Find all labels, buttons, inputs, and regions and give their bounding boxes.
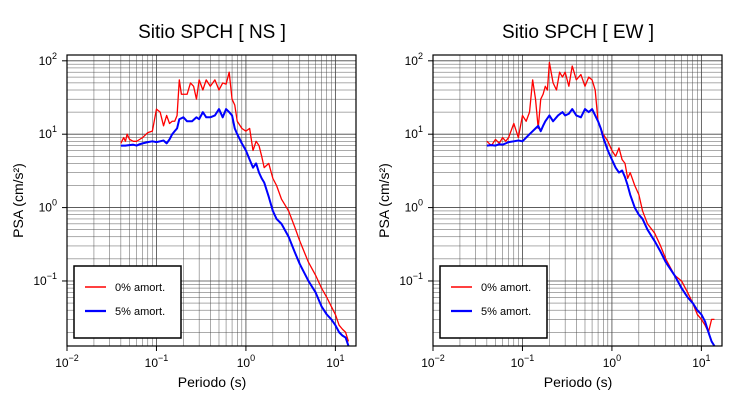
x-tick-base: 10 xyxy=(421,356,435,370)
x-tick-label: 10−1 xyxy=(145,353,169,370)
x-tick-label: 101 xyxy=(326,353,344,370)
y-tick-label: 101 xyxy=(405,124,423,141)
y-tick-exp: 1 xyxy=(418,124,423,134)
x-tick-base: 10 xyxy=(326,356,340,370)
x-tick-label: 101 xyxy=(692,353,710,370)
y-axis-label: PSA (cm/s²) xyxy=(10,163,26,238)
x-tick-label: 10−1 xyxy=(511,353,535,370)
x-axis-label: Periodo (s) xyxy=(178,374,246,390)
y-tick-exp: −1 xyxy=(413,271,423,281)
legend-label: 5% amort. xyxy=(481,306,531,318)
x-tick-exp: 1 xyxy=(340,353,345,363)
y-tick-base: 10 xyxy=(39,54,53,68)
y-tick-label: 10−1 xyxy=(399,271,423,288)
legend: 0% amort. 5% amort. xyxy=(73,265,182,339)
y-tick-exp: −1 xyxy=(47,271,57,281)
legend: 0% amort. 5% amort. xyxy=(439,265,548,339)
y-tick-exp: 2 xyxy=(52,51,57,61)
y-tick-label: 102 xyxy=(39,51,57,68)
y-tick-exp: 2 xyxy=(418,51,423,61)
x-tick-label: 10−2 xyxy=(421,353,445,370)
chart-title: Sitio SPCH [ EW ] xyxy=(502,22,654,43)
y-tick-base: 10 xyxy=(39,201,53,215)
y-tick-exp: 0 xyxy=(52,198,57,208)
series-line-amort-0 xyxy=(486,61,715,333)
y-tick-label: 102 xyxy=(405,51,423,68)
series-group xyxy=(120,71,350,346)
series-line-amort-0 xyxy=(120,71,350,342)
x-tick-base: 10 xyxy=(511,356,525,370)
x-tick-label: 100 xyxy=(237,353,255,370)
x-tick-exp: 0 xyxy=(250,353,255,363)
legend-box xyxy=(439,265,548,339)
x-axis-label: Periodo (s) xyxy=(544,374,612,390)
y-tick-label: 10−1 xyxy=(33,271,57,288)
y-tick-label: 101 xyxy=(39,124,57,141)
x-tick-label: 10−2 xyxy=(55,353,79,370)
x-tick-exp: 0 xyxy=(616,353,621,363)
y-tick-label: 100 xyxy=(39,198,57,215)
series-line-amort-5 xyxy=(120,108,350,346)
plot-frame xyxy=(432,54,723,347)
x-tick-base: 10 xyxy=(692,356,706,370)
y-axis-label: PSA (cm/s²) xyxy=(376,163,392,238)
y-tick-base: 10 xyxy=(33,274,47,288)
y-tick-base: 10 xyxy=(39,127,53,141)
chart-title: Sitio SPCH [ NS ] xyxy=(138,22,286,43)
x-tick-exp: −1 xyxy=(524,353,534,363)
x-tick-exp: −1 xyxy=(158,353,168,363)
x-tick-base: 10 xyxy=(145,356,159,370)
series-group xyxy=(486,61,716,346)
legend-label: 0% amort. xyxy=(481,282,531,294)
y-tick-base: 10 xyxy=(405,54,419,68)
y-tick-base: 10 xyxy=(399,274,413,288)
x-tick-exp: 1 xyxy=(706,353,711,363)
y-tick-exp: 0 xyxy=(418,198,423,208)
x-tick-exp: −2 xyxy=(69,353,79,363)
x-tick-base: 10 xyxy=(55,356,69,370)
series-line-amort-5 xyxy=(486,108,716,346)
y-tick-base: 10 xyxy=(405,201,419,215)
legend-label: 5% amort. xyxy=(115,306,165,318)
x-tick-base: 10 xyxy=(237,356,251,370)
x-tick-exp: −2 xyxy=(435,353,445,363)
grid xyxy=(433,55,722,346)
y-tick-base: 10 xyxy=(405,127,419,141)
plot-frame xyxy=(66,54,357,347)
x-tick-label: 100 xyxy=(603,353,621,370)
y-tick-exp: 1 xyxy=(52,124,57,134)
legend-label: 0% amort. xyxy=(115,282,165,294)
y-tick-label: 100 xyxy=(405,198,423,215)
legend-box xyxy=(73,265,182,339)
x-tick-base: 10 xyxy=(603,356,617,370)
